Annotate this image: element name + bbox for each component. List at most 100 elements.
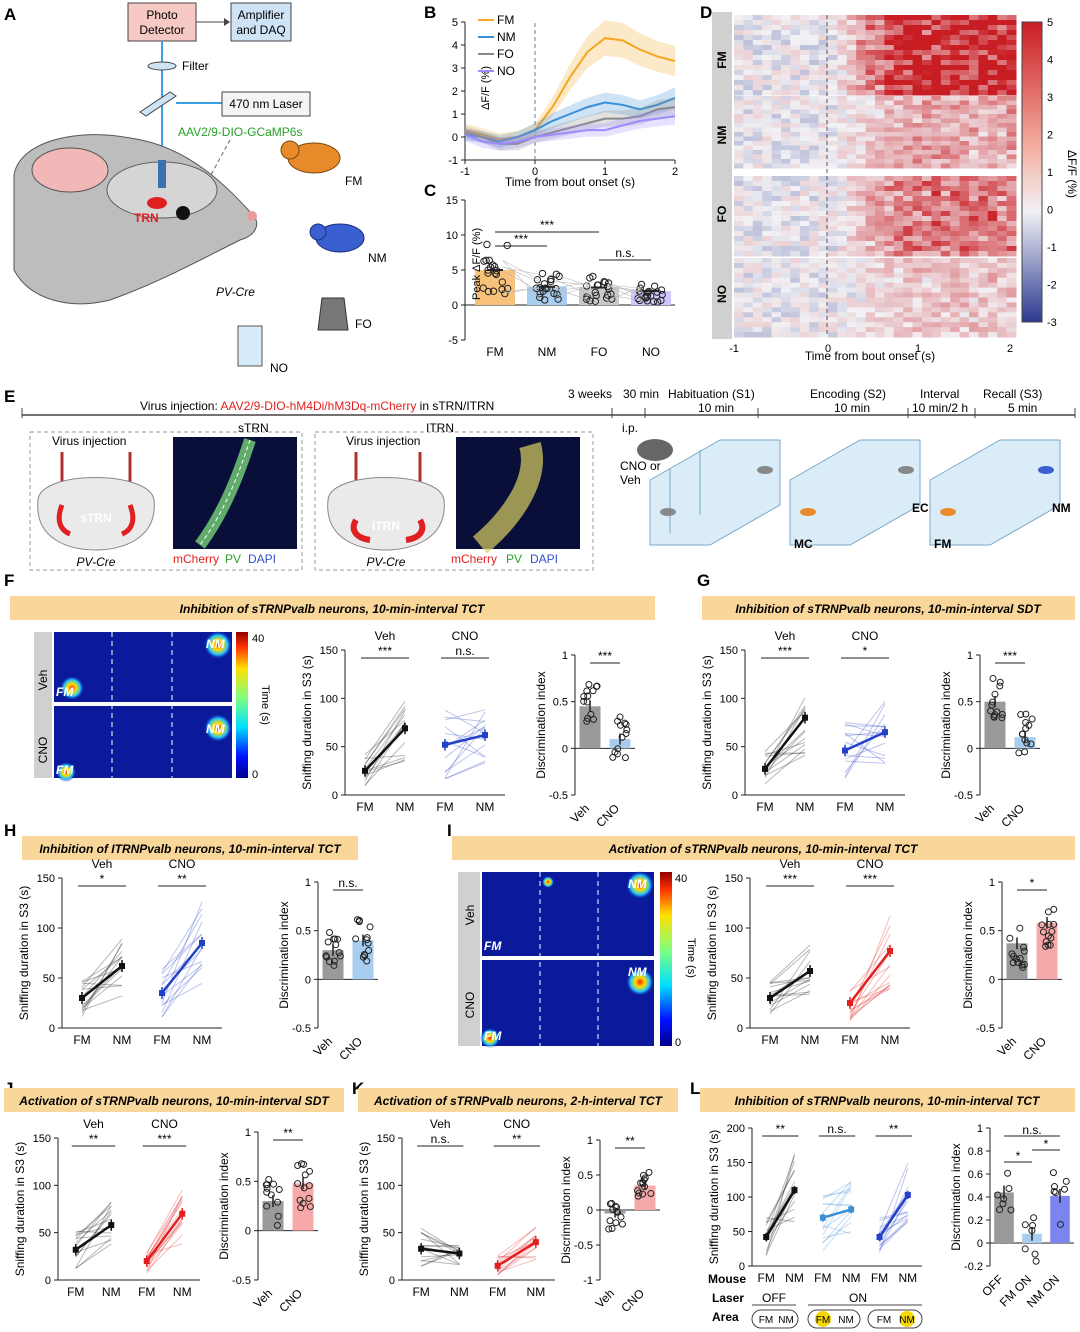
heatmap-cell bbox=[912, 159, 923, 164]
c-ytick: -5 bbox=[448, 335, 458, 347]
l-individual-line bbox=[822, 1208, 852, 1230]
heatmap-cell bbox=[790, 127, 801, 133]
c-point bbox=[649, 297, 658, 306]
heatmap-cell bbox=[734, 123, 744, 128]
heatmap-cell bbox=[893, 85, 904, 91]
heatmap-cell bbox=[940, 154, 951, 160]
heatmap-cell bbox=[884, 327, 895, 333]
heatmap-cell bbox=[884, 96, 895, 101]
heatmap-cell bbox=[762, 307, 773, 313]
heatmap-cell bbox=[903, 231, 914, 237]
heatmap-cell bbox=[799, 75, 810, 81]
heatmap-cell bbox=[809, 35, 820, 41]
heatmap-cell bbox=[771, 277, 782, 284]
heatmap-cell bbox=[1006, 105, 1017, 110]
heatmap-cell bbox=[940, 132, 951, 137]
svg-text:Time (s): Time (s) bbox=[685, 938, 697, 978]
heatmap-cell bbox=[959, 15, 970, 21]
heatmap-cell bbox=[931, 30, 942, 36]
heatmap-cell bbox=[997, 302, 1008, 308]
f-xtick-nm: NM bbox=[396, 800, 415, 814]
heatmap-cell bbox=[893, 322, 904, 328]
heatmap-cell bbox=[828, 211, 838, 217]
heatmap-cell bbox=[959, 317, 970, 323]
heatmap-cell bbox=[771, 15, 782, 21]
heatmap-cell bbox=[950, 25, 961, 31]
heatmap-cell bbox=[743, 154, 754, 160]
heatmap-cell bbox=[846, 75, 857, 81]
heatmap-cell bbox=[865, 55, 876, 61]
heatmap-cell bbox=[987, 15, 998, 21]
heatmap-cell bbox=[818, 246, 829, 252]
heatmap-cell bbox=[903, 50, 914, 56]
heatmap-cell bbox=[912, 292, 923, 298]
colorbar-tick: 0 bbox=[1047, 205, 1053, 217]
heatmap-cell bbox=[1006, 206, 1017, 212]
i-di-point bbox=[1012, 955, 1020, 963]
heatmap-cell bbox=[771, 30, 782, 36]
heatmap-cell bbox=[912, 226, 923, 232]
k-di-point bbox=[634, 1187, 642, 1195]
heatmap-cell bbox=[846, 258, 857, 264]
heatmap-cell bbox=[771, 80, 782, 86]
heatmap-cell bbox=[997, 40, 1008, 46]
g-di-point bbox=[1023, 739, 1031, 747]
heatmap-i-cno: CNO bbox=[463, 992, 477, 1019]
f-individual-line bbox=[444, 711, 486, 779]
heatmap-cell bbox=[922, 226, 932, 232]
f-individual-line bbox=[444, 760, 486, 780]
k-sig: n.s. bbox=[431, 1132, 450, 1146]
heatmap-cell bbox=[818, 191, 829, 197]
heatmap-cell bbox=[931, 50, 942, 56]
strn-title: sTRN bbox=[238, 421, 269, 435]
l-individual-line bbox=[822, 1221, 852, 1243]
heatmap-cell bbox=[931, 45, 942, 51]
heatmap-cell bbox=[781, 15, 791, 21]
heatmap-cell bbox=[856, 307, 867, 313]
h-xtick-fm: FM bbox=[153, 1033, 170, 1047]
heatmap-cell bbox=[790, 312, 801, 318]
heatmap-cell bbox=[762, 60, 773, 66]
heatmap-cell bbox=[1006, 40, 1017, 46]
heatmap-cell bbox=[828, 150, 838, 155]
heatmap-cell bbox=[978, 201, 989, 207]
j-di-ytick: 1 bbox=[245, 1127, 251, 1139]
heatmap-cell bbox=[922, 65, 932, 71]
heatmap-cell bbox=[837, 282, 848, 289]
heatmap-cell bbox=[734, 292, 744, 298]
h-di-point bbox=[326, 928, 334, 936]
heatmap-cell bbox=[940, 181, 951, 187]
heatmap-cell bbox=[818, 181, 829, 187]
j-di-sig: ** bbox=[283, 1126, 293, 1140]
heatmap-cell bbox=[762, 163, 773, 169]
heatmap-cell bbox=[1006, 132, 1017, 137]
heatmap-cell bbox=[790, 163, 801, 169]
heatmap-cell bbox=[809, 181, 820, 187]
heatmap-cell bbox=[781, 114, 791, 119]
c-point bbox=[483, 240, 491, 249]
heatmap-cell bbox=[790, 70, 801, 76]
heatmap-cell bbox=[818, 118, 829, 124]
heatmap-cell bbox=[771, 114, 782, 119]
l-di-bar-NM ON bbox=[1050, 1195, 1070, 1243]
heatmap-cell bbox=[762, 221, 773, 227]
heatmap-cell bbox=[987, 159, 998, 164]
heatmap-cell bbox=[912, 96, 923, 101]
heatmap-cell bbox=[912, 262, 923, 269]
f-individual-line bbox=[444, 727, 486, 773]
heatmap-cell bbox=[875, 307, 885, 313]
heatmap-cell bbox=[969, 145, 979, 151]
g-di-bar-Veh bbox=[984, 701, 1006, 749]
heatmap-cell bbox=[846, 262, 857, 269]
k-individual-line bbox=[420, 1232, 460, 1251]
heatmap-cell bbox=[987, 231, 998, 237]
heatmap-cell bbox=[969, 258, 979, 264]
heatmap-cell bbox=[837, 292, 848, 298]
heatmap-cell bbox=[828, 105, 838, 110]
heatmap-cell bbox=[940, 332, 951, 338]
heatmap-cell bbox=[790, 297, 801, 303]
heatmap-cell bbox=[893, 176, 904, 182]
heatmap-cell bbox=[1006, 70, 1017, 76]
heatmap-cell bbox=[922, 35, 932, 41]
